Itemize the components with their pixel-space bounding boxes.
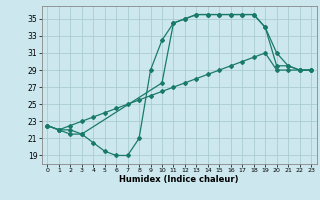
X-axis label: Humidex (Indice chaleur): Humidex (Indice chaleur): [119, 175, 239, 184]
